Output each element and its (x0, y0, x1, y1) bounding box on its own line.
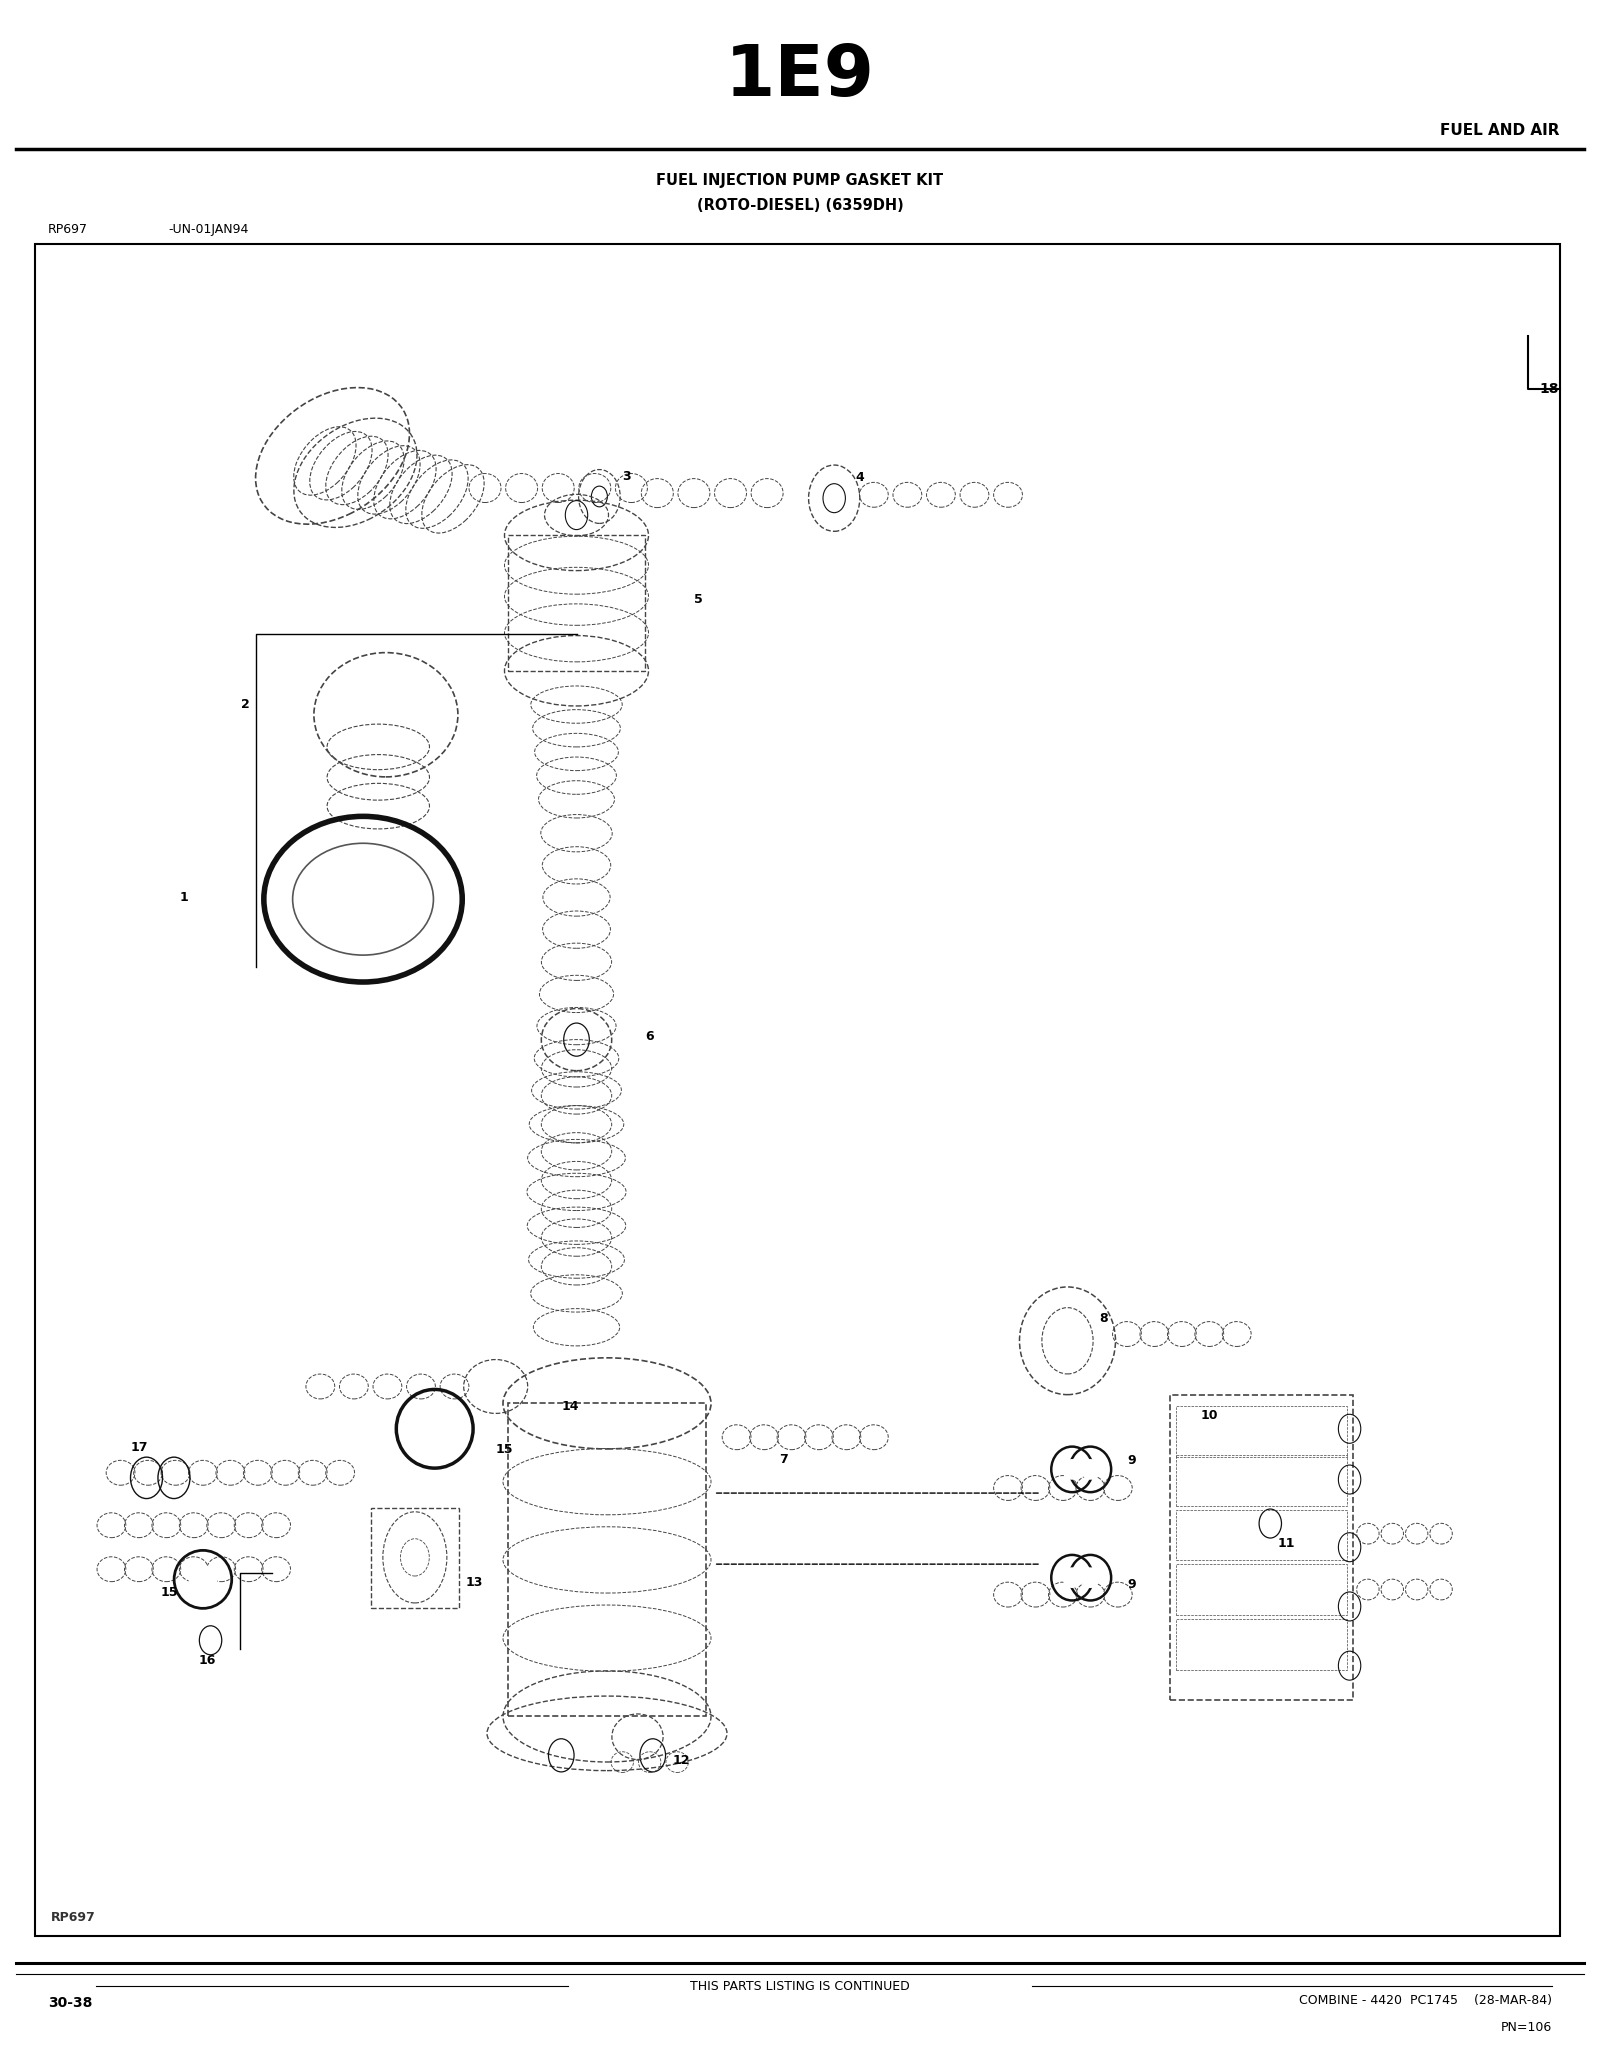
Text: THIS PARTS LISTING IS CONTINUED: THIS PARTS LISTING IS CONTINUED (690, 1980, 910, 1992)
Ellipse shape (189, 1566, 218, 1595)
Text: 16: 16 (198, 1655, 216, 1667)
Ellipse shape (1062, 1460, 1082, 1481)
Ellipse shape (1080, 1568, 1099, 1588)
Bar (1176, 1510, 1347, 1559)
Text: 5: 5 (694, 592, 702, 607)
Bar (1176, 1406, 1347, 1456)
Text: (ROTO-DIESEL) (6359DH): (ROTO-DIESEL) (6359DH) (696, 197, 904, 213)
Ellipse shape (414, 1408, 456, 1450)
Text: 13: 13 (466, 1576, 483, 1588)
Text: 12: 12 (672, 1754, 690, 1767)
Text: 9: 9 (1126, 1578, 1136, 1591)
Text: 8: 8 (1099, 1313, 1109, 1325)
Text: 2: 2 (242, 698, 250, 710)
Bar (507, 536, 645, 671)
Bar (507, 1404, 706, 1717)
Text: FUEL AND AIR: FUEL AND AIR (1440, 122, 1560, 139)
Text: 10: 10 (1200, 1408, 1218, 1423)
Ellipse shape (293, 843, 434, 955)
Bar (35, 244, 1560, 1936)
Bar (1170, 1396, 1352, 1700)
Text: RP697: RP697 (48, 224, 88, 236)
Ellipse shape (1062, 1568, 1082, 1588)
Text: 17: 17 (130, 1441, 147, 1454)
Bar (1176, 1564, 1347, 1615)
Bar (1176, 1454, 1347, 1506)
Ellipse shape (1080, 1460, 1099, 1481)
Text: FUEL INJECTION PUMP GASKET KIT: FUEL INJECTION PUMP GASKET KIT (656, 172, 944, 188)
Text: 4: 4 (856, 472, 864, 485)
Text: PN=106: PN=106 (1501, 2021, 1552, 2034)
Text: 14: 14 (562, 1400, 579, 1412)
Text: 18: 18 (1539, 383, 1558, 396)
Text: 30-38: 30-38 (48, 1996, 93, 2009)
Text: 6: 6 (645, 1029, 654, 1042)
Bar (1176, 1620, 1347, 1669)
Text: 1E9: 1E9 (725, 41, 875, 112)
Text: 11: 11 (1278, 1537, 1296, 1551)
Text: RP697: RP697 (51, 1912, 96, 1924)
Bar (371, 1508, 459, 1609)
Text: 15: 15 (160, 1586, 178, 1599)
Text: 9: 9 (1126, 1454, 1136, 1468)
Text: COMBINE - 4420  PC1745    (28-MAR-84): COMBINE - 4420 PC1745 (28-MAR-84) (1299, 1994, 1552, 2007)
Text: 1: 1 (181, 891, 189, 905)
Text: 15: 15 (496, 1443, 514, 1456)
Text: -UN-01JAN94: -UN-01JAN94 (168, 224, 248, 236)
Text: 3: 3 (622, 470, 630, 483)
Text: 7: 7 (779, 1452, 789, 1466)
